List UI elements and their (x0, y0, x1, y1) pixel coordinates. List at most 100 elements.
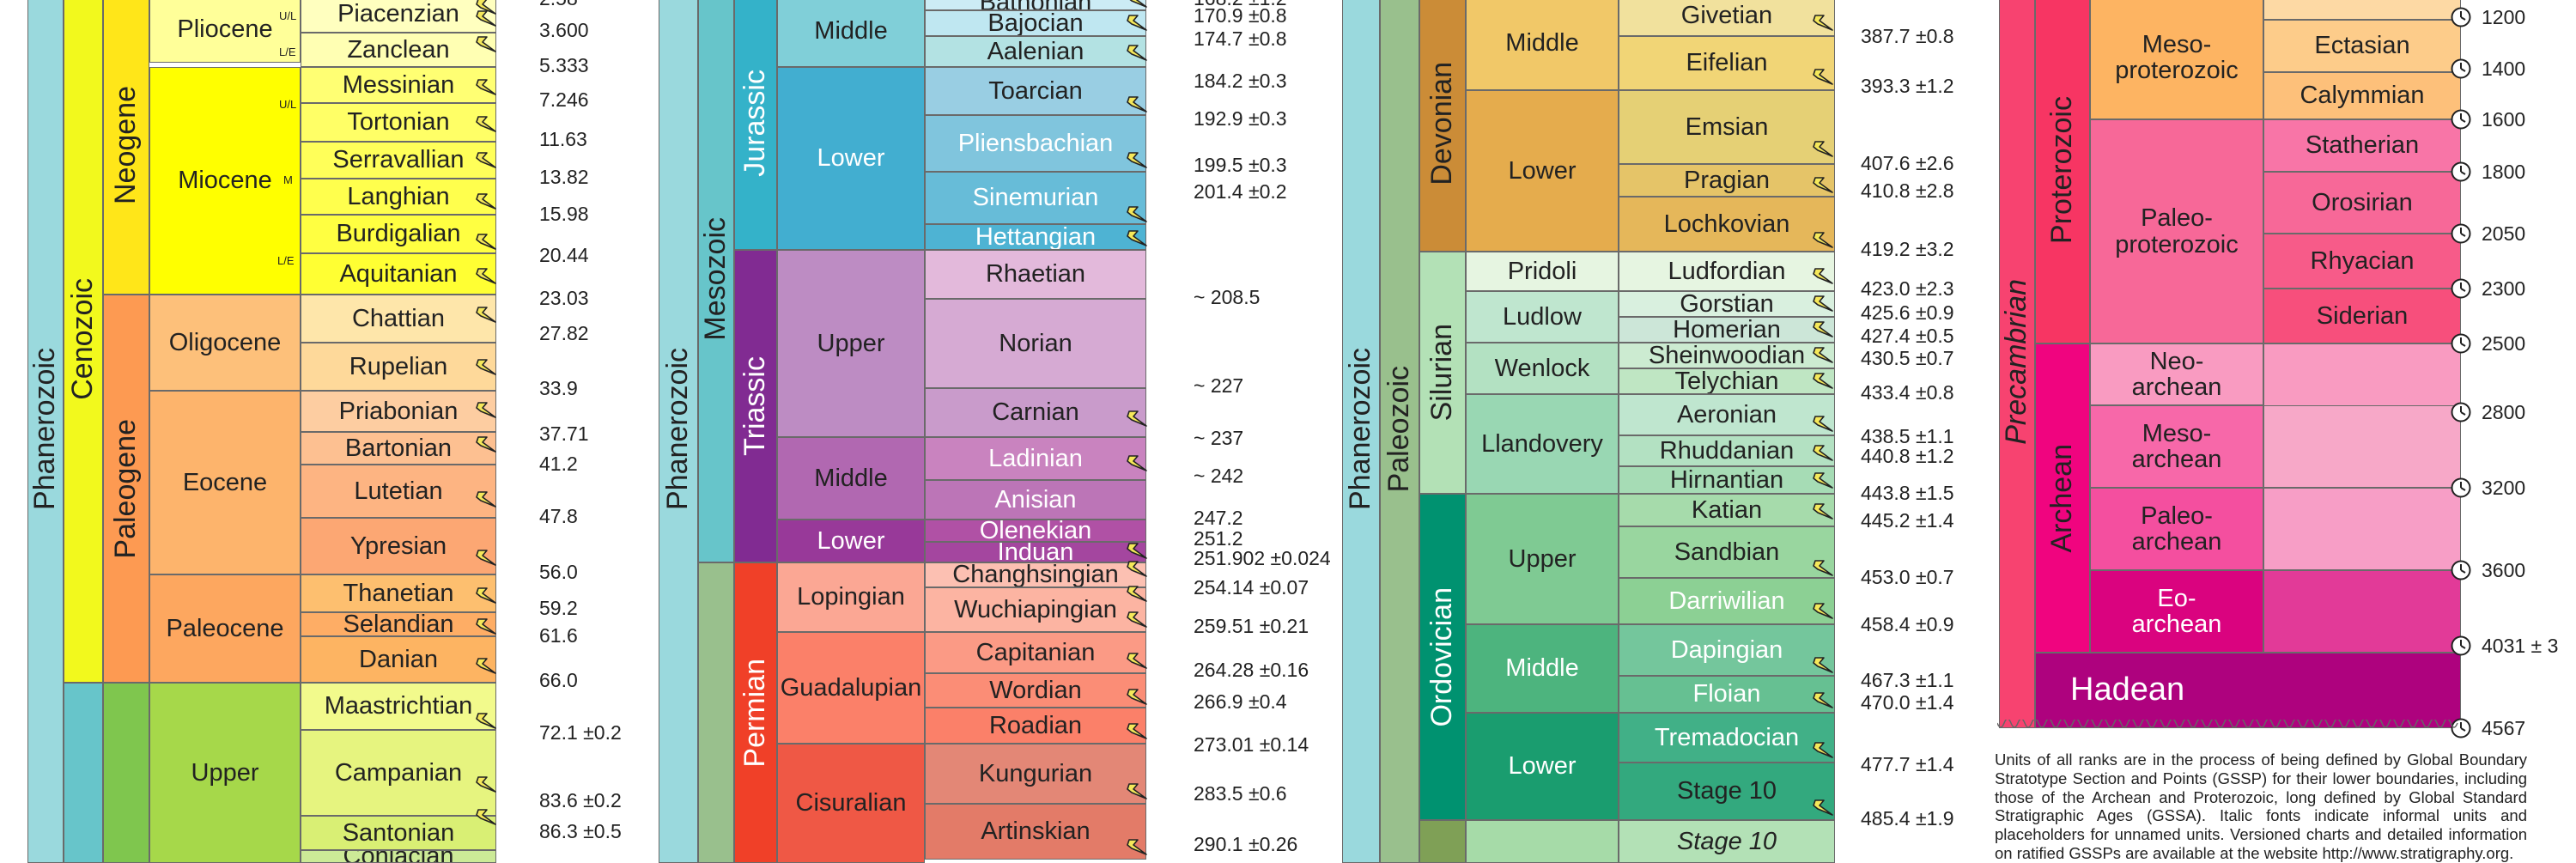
age-label: 2.58 (539, 0, 578, 9)
era-cell-label: Paleozoic (1382, 366, 1416, 493)
gssp-golden-spike-icon (1126, 651, 1148, 672)
stage-cell-label: Lochkovian (1663, 210, 1790, 238)
stage-cell: Olenekian (925, 520, 1146, 542)
age-label: 485.4 ±1.9 (1861, 807, 1954, 830)
gssp-golden-spike-icon (475, 114, 497, 135)
stage-cell: Rhaetian (925, 250, 1146, 299)
gssa-clock-icon (2450, 277, 2472, 300)
epoch-cell-label: Lower (1508, 156, 1577, 185)
epoch-cell-label: Middle (814, 17, 888, 46)
era-cell: Meso- proterozoic (2090, 0, 2263, 119)
period-cell: Silurian (1419, 252, 1466, 494)
eon-cell: Archean (2035, 343, 2090, 653)
epoch-cell: Pridoli (1466, 252, 1619, 291)
stage-cell-label: Homerian (1673, 317, 1781, 343)
eon-cell-label: Hadean (2070, 672, 2185, 708)
gssp-golden-spike-icon (1126, 453, 1148, 474)
period-cell-label: Calymmian (2300, 82, 2425, 110)
era-cell: Paleo- proterozoic (2090, 119, 2263, 343)
period-cell-label: Rhyacian (2310, 246, 2415, 275)
era-cell: Mesozoic (698, 0, 734, 562)
period-cell-label: Ectasian (2314, 32, 2410, 60)
gssp-golden-spike-icon (475, 357, 497, 378)
stage-cell-label: Pragian (1684, 166, 1770, 194)
stage-cell: Sinemurian (925, 172, 1146, 224)
age-label: 61.6 (539, 624, 578, 647)
age-label: 427.4 ±0.5 (1861, 325, 1954, 347)
gssp-golden-spike-icon (1126, 781, 1148, 802)
epoch-cell-label: Upper (1508, 544, 1577, 573)
eon-cell: Phanerozoic (27, 0, 64, 863)
gssp-golden-spike-icon (475, 656, 497, 677)
era-fill-cell (2263, 570, 2461, 653)
age-label: 453.0 ±0.7 (1861, 566, 1954, 588)
gssp-golden-spike-icon (1812, 67, 1834, 88)
age-label: ~ 208.5 (1194, 286, 1261, 308)
stage-cell: Santonian (301, 816, 496, 850)
epoch-cell: Paleocene (149, 574, 301, 683)
age-label: 59.2 (539, 597, 578, 619)
age-label: 1800 (2482, 161, 2526, 183)
stage-cell-label: Bartonian (344, 434, 453, 462)
period-cell-label: Silurian (1425, 324, 1459, 422)
epoch-cell: Middle (1466, 624, 1619, 713)
stage-cell-label: Artinskian (981, 817, 1091, 846)
era-cell-label: Meso- archean (2131, 419, 2222, 473)
stage-cell-label: Campanian (334, 758, 463, 787)
stage-cell: Danian (301, 636, 496, 683)
stage-cell-label: Hirnantian (1669, 466, 1784, 494)
age-label: 7.246 (539, 88, 589, 111)
stage-cell-label: Kungurian (978, 759, 1093, 787)
stage-cell-label: Tremadocian (1654, 723, 1800, 751)
gssp-golden-spike-icon (1126, 13, 1148, 33)
gssp-golden-spike-icon (1126, 837, 1148, 858)
stage-10-label: Stage 10 (1676, 827, 1777, 855)
age-label: 41.2 (539, 453, 578, 475)
age-label: 72.1 ±0.2 (539, 721, 622, 744)
stage-cell-label: Wordian (989, 676, 1082, 704)
period-cell-label: Permian (738, 658, 772, 768)
epoch-cell: Lower (777, 520, 925, 562)
gssp-golden-spike-icon (475, 489, 497, 510)
eon-cell-label: Phanerozoic (28, 348, 62, 511)
stage-cell-label: Sandbian (1674, 538, 1780, 566)
stage-cell-label: Aquitanian (339, 259, 458, 288)
epoch-cell: Ludlow (1466, 291, 1619, 343)
age-label: 264.28 ±0.16 (1194, 659, 1309, 681)
stage-cell-label: Capitanian (975, 638, 1096, 666)
stage-cell: Lochkovian (1619, 197, 1835, 252)
gssp-golden-spike-icon (475, 232, 497, 252)
gssp-golden-spike-icon (475, 711, 497, 732)
era-cell (698, 562, 734, 863)
stage-cell: Telychian (1619, 368, 1835, 394)
epoch-cell-label: Middle (814, 464, 888, 492)
age-label: 3600 (2482, 559, 2526, 581)
stage-cell-label: Induan (997, 542, 1074, 562)
gssp-golden-spike-icon (1812, 501, 1834, 522)
age-label: 467.3 ±1.1 (1861, 669, 1954, 691)
stage-cell: Anisian (925, 480, 1146, 520)
gssp-golden-spike-icon (475, 0, 497, 17)
period-cell: Devonian (1419, 0, 1466, 252)
era-cell-label: Mesozoic (699, 217, 732, 341)
age-label: 423.0 ±2.3 (1861, 277, 1954, 300)
gssp-golden-spike-icon (1812, 266, 1834, 287)
era-cell: Cenozoic (64, 0, 103, 683)
era-cell-label: Eo- archean (2131, 584, 2222, 638)
eon-cell: Phanerozoic (659, 0, 698, 863)
epoch-cell: Miocene (149, 67, 301, 295)
age-label: 2800 (2482, 401, 2526, 423)
epoch-cell: Wenlock (1466, 343, 1619, 394)
stage-cell-label: Tortonian (347, 108, 450, 137)
stage-cell: Pliensbachian (925, 115, 1146, 172)
stage-cell-label: Piacenzian (337, 0, 459, 28)
epoch-cell-label: Guadalupian (780, 673, 922, 702)
stage-cell: Lutetian (301, 465, 496, 518)
stage-cell: Stage 10 (1619, 820, 1835, 863)
epoch-cell: Pliocene (149, 0, 301, 63)
period-cell: Rhyacian (2263, 234, 2461, 289)
epoch-cell: Upper (1466, 494, 1619, 624)
epoch-cell-label: Miocene (178, 167, 272, 195)
gssp-golden-spike-icon (1812, 230, 1834, 251)
gssp-golden-spike-icon (1812, 655, 1834, 676)
